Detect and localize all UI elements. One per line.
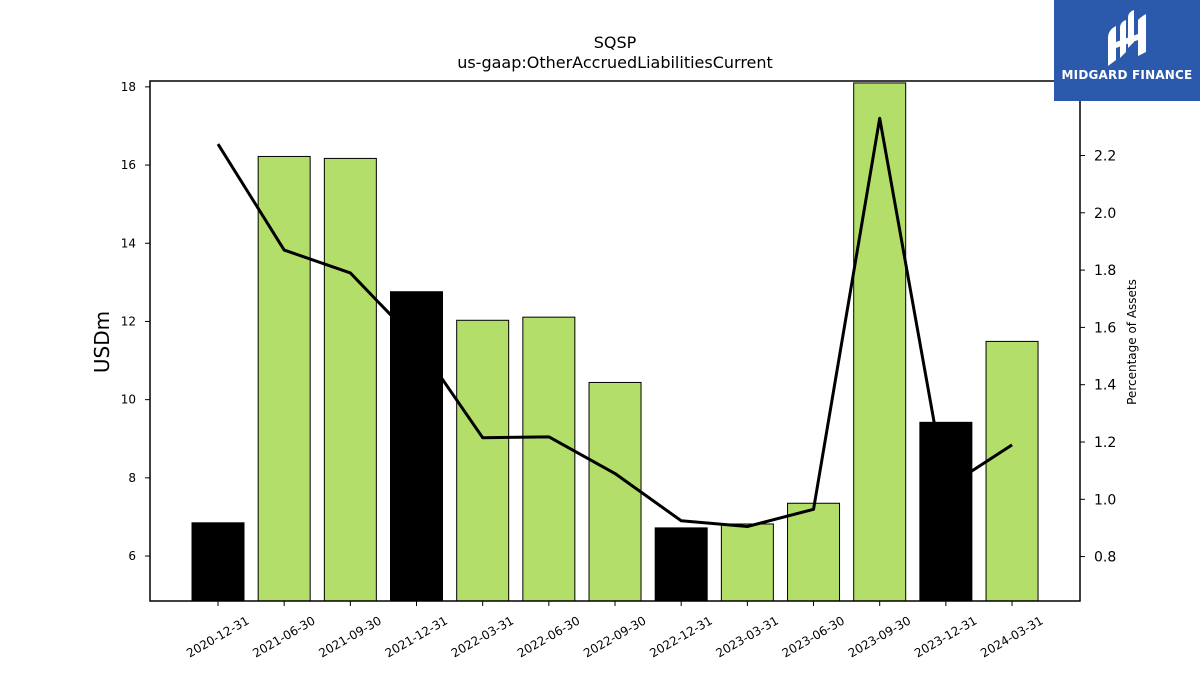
x-tick-label: 2022-03-31 [449, 613, 516, 660]
bar [323, 157, 377, 602]
y-tick-label: 6 [128, 549, 136, 563]
logo-mark-icon [1108, 10, 1146, 66]
bar [588, 381, 642, 602]
y2-tick-label: 0.8 [1094, 550, 1116, 566]
y2-tick-label: 1.0 [1094, 492, 1116, 508]
bar [257, 155, 311, 602]
y2-axis-label: Percentage of Assets [1125, 279, 1139, 405]
x-tick-label: 2022-09-30 [581, 613, 648, 660]
y-tick-label: 18 [121, 80, 136, 94]
y-tick-label: 12 [121, 314, 136, 328]
x-tick-label: 2022-12-31 [647, 613, 714, 660]
y2-tick-label: 2.0 [1094, 206, 1116, 222]
y-axis-label: USDm [90, 311, 114, 373]
y2-tick-label: 1.2 [1094, 435, 1116, 451]
y2-tick-label: 1.4 [1094, 378, 1116, 394]
bar [191, 522, 245, 602]
bar [853, 82, 907, 602]
x-tick-label: 2024-03-31 [978, 613, 1045, 660]
x-tick-label: 2023-03-31 [713, 613, 780, 660]
y2-tick-label: 2.2 [1094, 148, 1116, 164]
bar [654, 527, 708, 602]
x-tick-label: 2021-12-31 [383, 613, 450, 660]
x-tick-label: 2020-12-31 [184, 613, 251, 660]
y2-tick-label: 1.8 [1094, 263, 1116, 279]
x-tick-label: 2023-09-30 [846, 613, 913, 660]
brand-logo: MIDGARD FINANCE [1054, 0, 1200, 101]
chart-subtitle: us-gaap:OtherAccruedLiabilitiesCurrent [457, 53, 773, 72]
chart-title: SQSP [594, 33, 637, 52]
bar [985, 340, 1039, 602]
bar [522, 316, 576, 602]
bar [720, 523, 774, 602]
y-tick-label: 16 [121, 158, 136, 172]
y-tick-label: 14 [121, 236, 136, 250]
bar [456, 319, 510, 602]
logo-text: MIDGARD FINANCE [1061, 68, 1193, 82]
y-tick-label: 8 [128, 471, 136, 485]
x-tick-label: 2021-09-30 [316, 613, 383, 660]
bar [919, 421, 973, 602]
x-tick-label: 2023-12-31 [912, 613, 979, 660]
bar [390, 291, 444, 602]
x-tick-label: 2021-06-30 [250, 613, 317, 660]
x-tick-label: 2022-06-30 [515, 613, 582, 660]
y-tick-label: 10 [121, 393, 136, 407]
bar [787, 502, 841, 602]
x-tick-label: 2023-06-30 [780, 613, 847, 660]
y2-tick-label: 1.6 [1094, 320, 1116, 336]
